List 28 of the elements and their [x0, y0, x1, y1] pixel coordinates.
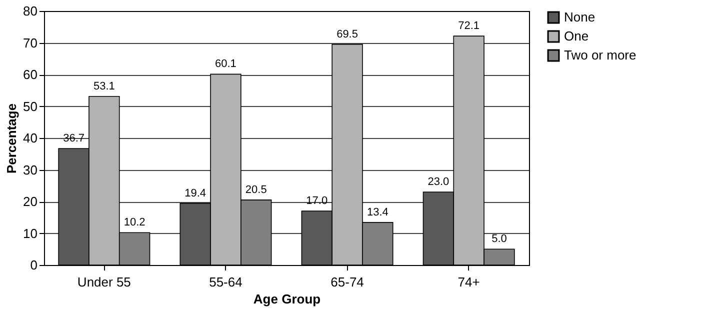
- data-label: 10.2: [124, 216, 146, 229]
- legend-label: Two or more: [564, 48, 636, 62]
- data-label: 23.0: [428, 176, 450, 188]
- x-axis-title: Age Group: [253, 292, 321, 306]
- y-tick-label: 0: [30, 258, 38, 272]
- y-tick-label: 60: [23, 67, 38, 82]
- y-tick-label: 70: [23, 35, 38, 50]
- y-tick-label: 80: [23, 4, 38, 18]
- legend-label: One: [564, 28, 589, 44]
- x-tick-label: Under 55: [77, 274, 131, 290]
- x-tick-label: 65-74: [330, 274, 364, 290]
- legend-label: None: [564, 10, 596, 24]
- data-label: 72.1: [458, 20, 480, 32]
- x-tick-label: 74+: [458, 274, 480, 290]
- data-label: 53.1: [93, 80, 115, 92]
- data-label: 19.4: [184, 187, 206, 200]
- x-tick-label: 55-64: [209, 274, 242, 290]
- y-axis-title: Percentage: [4, 103, 20, 174]
- data-label: 5.0: [492, 233, 507, 246]
- y-tick-label: 10: [23, 226, 38, 241]
- data-label: 60.1: [215, 58, 236, 70]
- data-label: 69.5: [336, 28, 358, 40]
- y-tick-label: 30: [23, 162, 38, 178]
- y-tick-label: 20: [23, 194, 38, 209]
- data-label: 13.4: [366, 206, 388, 218]
- y-tick-label: 50: [23, 98, 38, 114]
- data-label: 20.5: [245, 184, 267, 196]
- y-tick-label: 40: [23, 130, 38, 146]
